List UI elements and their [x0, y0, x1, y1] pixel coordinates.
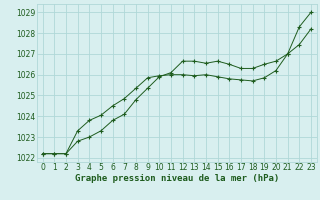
X-axis label: Graphe pression niveau de la mer (hPa): Graphe pression niveau de la mer (hPa) — [75, 174, 279, 183]
